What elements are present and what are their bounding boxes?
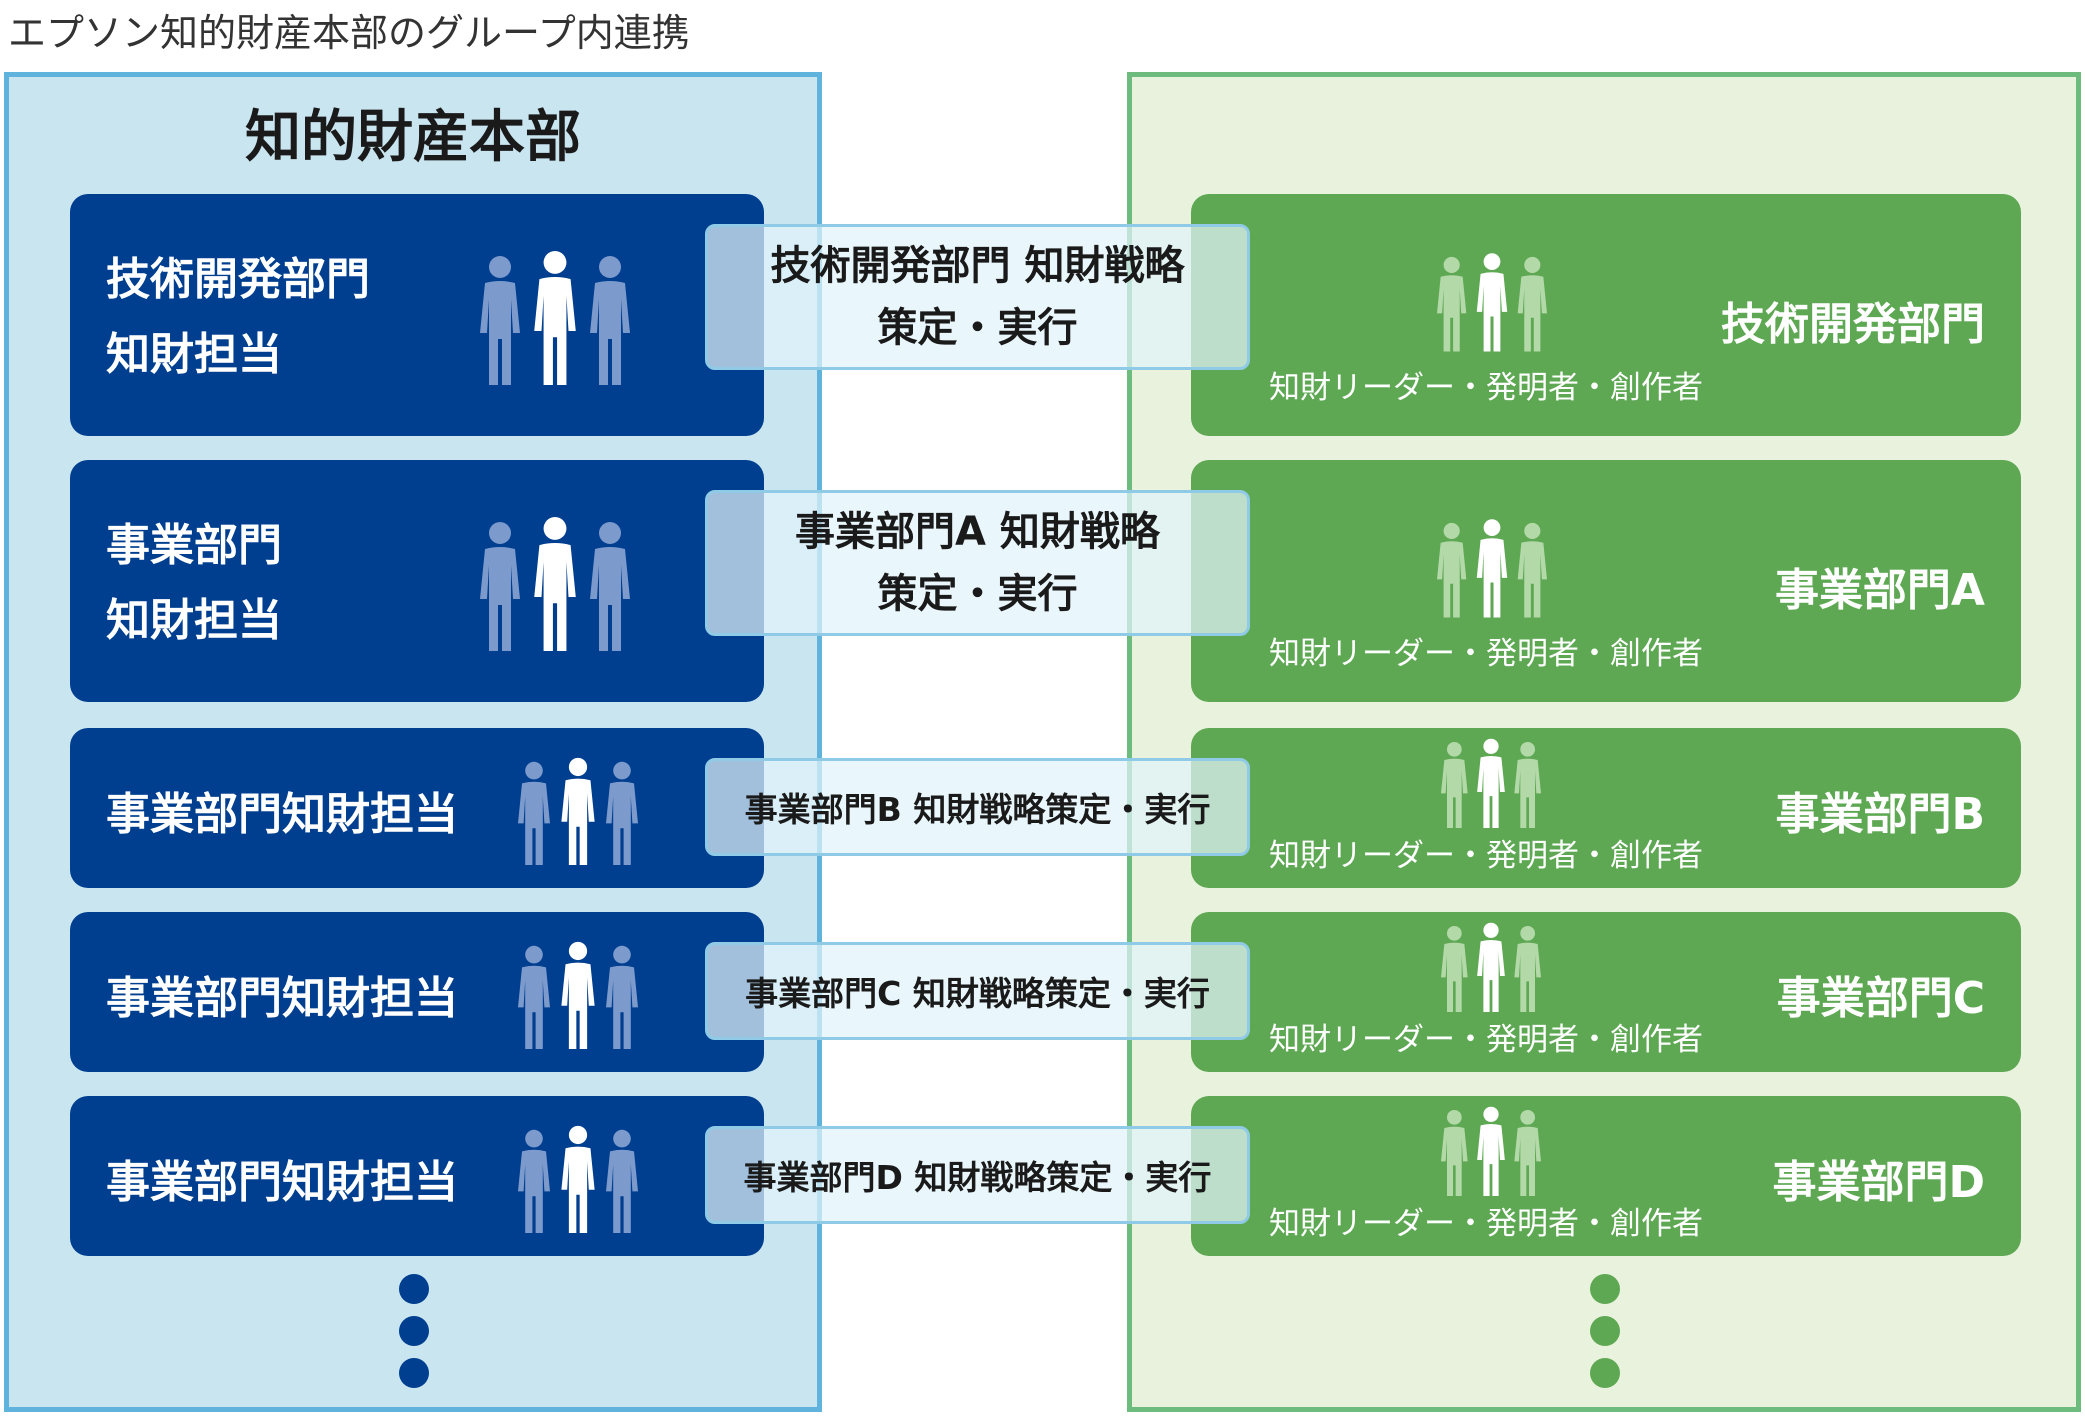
people-group-icon [1441, 738, 1541, 828]
hq-box-division-d: 事業部門知財担当 [70, 1096, 764, 1256]
strategy-line2: 策定・実行 [877, 305, 1078, 351]
division-box-a: 事業部門A 知財リーダー・発明者・創作者 [1191, 460, 2021, 702]
people-group-icon [1437, 519, 1547, 618]
strategy-label: 事業部門D 知財戦略策定・実行 [743, 1158, 1212, 1197]
strategy-division-b: 事業部門B 知財戦略策定・実行 [705, 758, 1250, 856]
division-title: 事業部門B [1775, 789, 1985, 840]
hq-box-tech: 技術開発部門 知財担当 [70, 194, 764, 436]
division-subtitle: 知財リーダー・発明者・創作者 [1269, 838, 1703, 874]
strategy-tech: 技術開発部門 知財戦略 策定・実行 [705, 224, 1250, 370]
division-box-tech: 技術開発部門 知財リーダー・発明者・創作者 [1191, 194, 2021, 436]
division-box-c: 事業部門C 知財リーダー・発明者・創作者 [1191, 912, 2021, 1072]
hq-box-label: 事業部門知財担当 [106, 789, 458, 840]
people-group-icon [518, 1125, 638, 1233]
ellipsis-dot [1590, 1358, 1620, 1388]
division-subtitle: 知財リーダー・発明者・創作者 [1269, 636, 1703, 672]
strategy-label: 事業部門C 知財戦略策定・実行 [745, 974, 1210, 1013]
hq-box-division-c: 事業部門知財担当 [70, 912, 764, 1072]
ellipsis-dot [399, 1316, 429, 1346]
division-box-b: 事業部門B 知財リーダー・発明者・創作者 [1191, 728, 2021, 888]
people-group-icon [1441, 922, 1541, 1012]
hq-box-label: 技術開発部門 知財担当 [106, 254, 370, 380]
division-subtitle: 知財リーダー・発明者・創作者 [1269, 1206, 1703, 1242]
division-title: 技術開発部門 [1721, 299, 1985, 350]
strategy-line1: 技術開発部門 知財戦略 [770, 243, 1185, 289]
division-subtitle: 知財リーダー・発明者・創作者 [1269, 1022, 1703, 1058]
strategy-division-a: 事業部門A 知財戦略 策定・実行 [705, 490, 1250, 636]
strategy-label: 事業部門B 知財戦略策定・実行 [744, 790, 1211, 829]
ellipsis-dot [1590, 1274, 1620, 1304]
people-group-icon [1441, 1106, 1541, 1196]
division-title: 事業部門C [1776, 973, 1985, 1024]
people-group-icon [480, 251, 630, 385]
strategy-line1: 事業部門A 知財戦略 [795, 509, 1160, 555]
division-box-d: 事業部門D 知財リーダー・発明者・創作者 [1191, 1096, 2021, 1256]
hq-box-division-b: 事業部門知財担当 [70, 728, 764, 888]
people-group-icon [518, 941, 638, 1049]
hq-box-label: 事業部門知財担当 [106, 973, 458, 1024]
people-group-icon [518, 757, 638, 865]
page-title: エプソン知的財産本部のグループ内連携 [8, 11, 690, 55]
division-subtitle: 知財リーダー・発明者・創作者 [1269, 370, 1703, 406]
ellipsis-dot [399, 1274, 429, 1304]
hq-box-label: 事業部門 知財担当 [106, 520, 282, 646]
hq-box-division-a: 事業部門 知財担当 [70, 460, 764, 702]
people-group-icon [480, 517, 630, 651]
ellipsis-dot [399, 1358, 429, 1388]
hq-title: 知的財産本部 [245, 105, 581, 170]
hq-box-label: 事業部門知財担当 [106, 1157, 458, 1208]
strategy-division-d: 事業部門D 知財戦略策定・実行 [705, 1126, 1250, 1224]
division-title: 事業部門D [1772, 1157, 1985, 1208]
strategy-line2: 策定・実行 [877, 571, 1078, 617]
ellipsis-dot [1590, 1316, 1620, 1346]
people-group-icon [1437, 253, 1547, 352]
division-title: 事業部門A [1774, 565, 1985, 616]
strategy-division-c: 事業部門C 知財戦略策定・実行 [705, 942, 1250, 1040]
